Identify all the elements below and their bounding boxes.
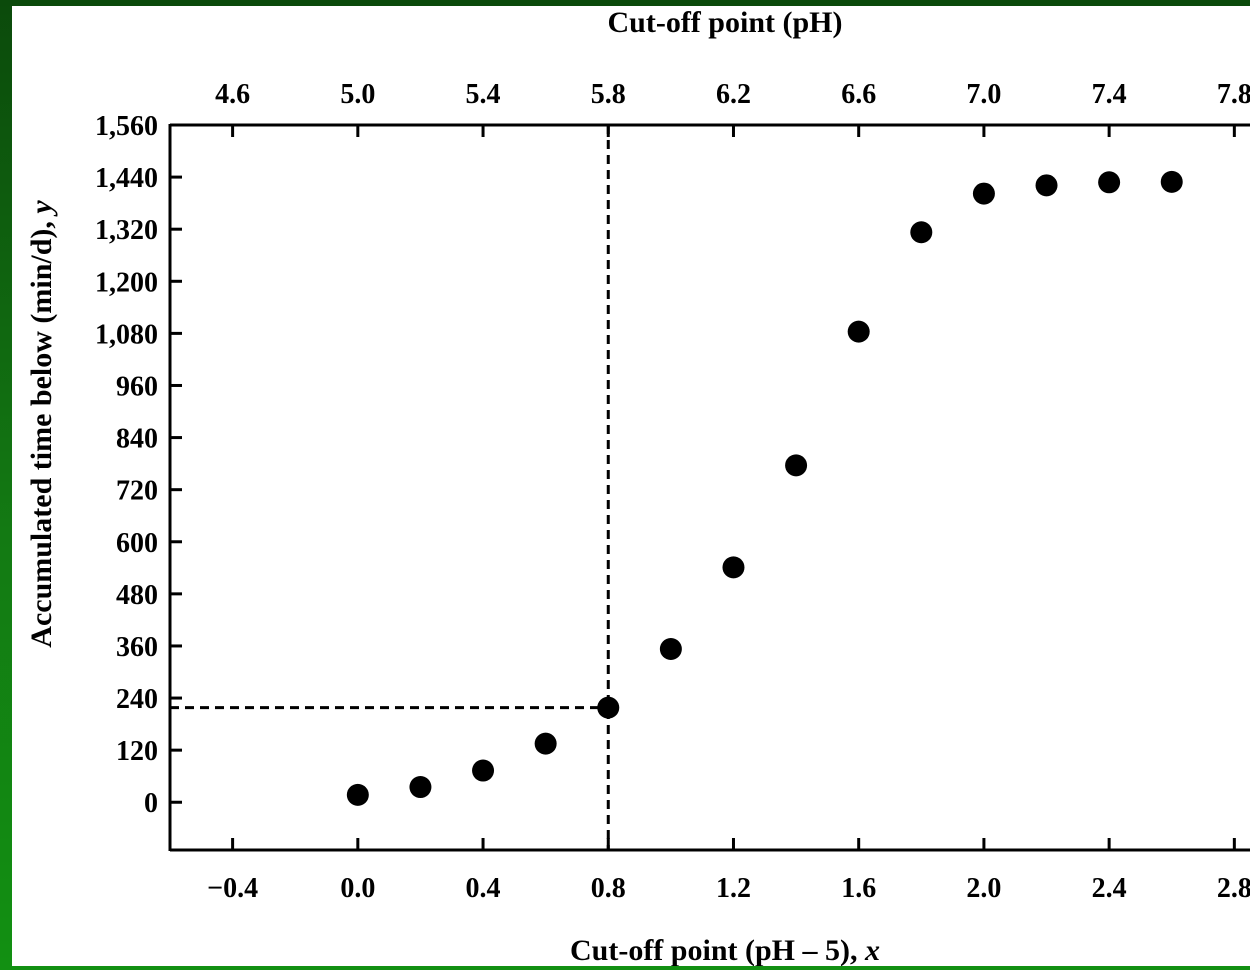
y-tick-label: 240 xyxy=(116,684,158,715)
data-point xyxy=(972,182,995,205)
y-tick-label: 1,560 xyxy=(95,111,158,142)
y-axis-title: Accumulated time below (min/d), y xyxy=(25,200,58,648)
y-tick-label: 960 xyxy=(116,371,158,402)
data-point xyxy=(1035,174,1058,197)
y-tick-label: 120 xyxy=(116,736,158,767)
data-points xyxy=(346,170,1183,806)
data-point xyxy=(659,637,682,660)
x-tick-label: 2.4 xyxy=(1092,873,1127,904)
data-point xyxy=(1160,170,1183,193)
top-axis-title: Cut-off point (pH) xyxy=(607,6,842,39)
top-tick-label: 5.4 xyxy=(466,79,501,110)
y-tick-label: 1,080 xyxy=(95,319,158,350)
x-axis-ticks: −0.4 0.0 0.4 0.8 1.2 1.6 2.0 2.4 2.8 xyxy=(207,838,1250,904)
data-point xyxy=(346,783,369,806)
top-tick-label: 5.0 xyxy=(340,79,375,110)
x-tick-label: 1.2 xyxy=(716,873,751,904)
y-axis-title-variable: y xyxy=(25,200,58,217)
top-tick-label: 4.6 xyxy=(215,79,250,110)
y-tick-label: 720 xyxy=(116,476,158,507)
data-point xyxy=(597,696,620,719)
top-tick-label: 6.2 xyxy=(716,79,751,110)
scatter-chart: 4.6 5.0 5.4 5.8 6.2 6.6 7.0 7.4 7.8 −0.4 0.0 0.4 0.… xyxy=(25,6,1250,966)
top-tick-label: 7.8 xyxy=(1217,79,1250,110)
y-tick-label: 1,200 xyxy=(95,267,158,298)
data-point xyxy=(534,732,557,755)
top-axis-ticks: 4.6 5.0 5.4 5.8 6.2 6.6 7.0 7.4 7.8 xyxy=(215,79,1250,137)
x-tick-label: 0.4 xyxy=(466,873,501,904)
y-axis-ticks: 0 120 240 360 480 600 720 840 960 1,080 1,200 1,320… xyxy=(95,111,182,819)
x-tick-label: −0.4 xyxy=(207,873,258,904)
x-tick-label: 2.0 xyxy=(966,873,1001,904)
x-tick-label: 0.0 xyxy=(340,873,375,904)
top-tick-label: 7.4 xyxy=(1092,79,1127,110)
data-point xyxy=(472,759,495,782)
top-tick-label: 7.0 xyxy=(966,79,1001,110)
y-tick-label: 1,440 xyxy=(95,163,158,194)
top-tick-label: 5.8 xyxy=(591,79,626,110)
chart-panel: 4.6 5.0 5.4 5.8 6.2 6.6 7.0 7.4 7.8 −0.4 0.0 0.4 0.… xyxy=(12,6,1250,966)
top-tick-label: 6.6 xyxy=(841,79,876,110)
y-tick-label: 1,320 xyxy=(95,215,158,246)
x-tick-label: 1.6 xyxy=(841,873,876,904)
x-axis-title-text: Cut-off point (pH – 5), xyxy=(570,934,865,966)
y-axis-title-text: Accumulated time below (min/d), xyxy=(25,214,58,648)
x-tick-label: 0.8 xyxy=(591,873,626,904)
data-point xyxy=(722,556,745,579)
data-point xyxy=(409,776,432,799)
x-axis-title-variable: x xyxy=(864,934,880,966)
x-axis-title: Cut-off point (pH – 5), x xyxy=(570,934,880,966)
y-tick-label: 480 xyxy=(116,580,158,611)
data-point xyxy=(847,320,870,343)
y-tick-label: 600 xyxy=(116,528,158,559)
data-point xyxy=(785,454,808,477)
data-point xyxy=(1098,171,1121,194)
x-tick-label: 2.8 xyxy=(1217,873,1250,904)
y-tick-label: 360 xyxy=(116,632,158,663)
data-point xyxy=(910,221,933,244)
y-tick-label: 840 xyxy=(116,424,158,455)
plot-frame xyxy=(168,123,1250,852)
reference-lines xyxy=(170,125,610,850)
y-tick-label: 0 xyxy=(144,788,158,819)
